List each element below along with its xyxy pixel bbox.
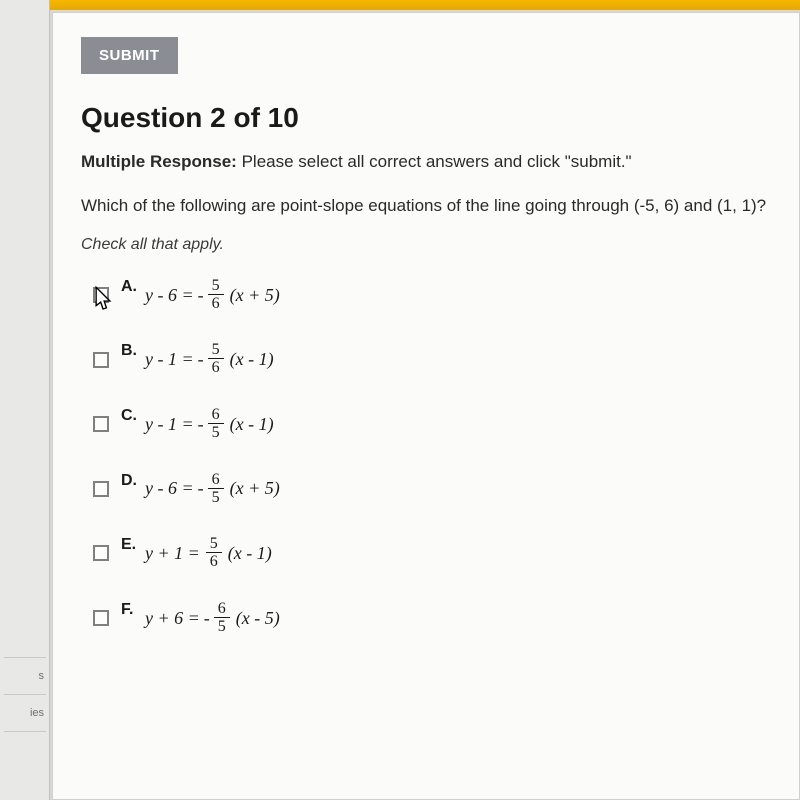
- equation-fraction: 56: [208, 278, 224, 313]
- fraction-numerator: 6: [208, 407, 224, 424]
- equation-lhs: y - 1 =: [145, 349, 194, 370]
- equation-lhs: y + 1 =: [145, 543, 200, 564]
- fraction-denominator: 6: [206, 553, 222, 571]
- sidebar-divider: [4, 694, 46, 695]
- equation-rhs: (x + 5): [230, 478, 280, 499]
- equation-sign: -: [198, 478, 204, 499]
- equation-rhs: (x - 5): [236, 608, 280, 629]
- fraction-denominator: 6: [208, 295, 224, 313]
- option-equation: y - 6 =-56 (x + 5): [145, 278, 280, 313]
- fraction-numerator: 5: [208, 278, 224, 295]
- option-letter: B.: [121, 342, 145, 360]
- fraction-denominator: 5: [208, 489, 224, 507]
- equation-sign: -: [198, 414, 204, 435]
- top-accent-bar: [50, 0, 800, 10]
- sidebar-divider: [4, 657, 46, 658]
- fraction-denominator: 6: [208, 359, 224, 377]
- option-letter: D.: [121, 472, 145, 490]
- option-equation: y + 6 =-65 (x - 5): [145, 601, 280, 636]
- sidebar-item-label[interactable]: s: [0, 666, 50, 686]
- equation-lhs: y - 6 =: [145, 285, 194, 306]
- option-equation: y - 1 =-56 (x - 1): [145, 342, 274, 377]
- equation-lhs: y - 6 =: [145, 478, 194, 499]
- question-panel: SUBMIT Question 2 of 10 Multiple Respons…: [52, 12, 800, 800]
- equation-sign: -: [198, 285, 204, 306]
- option-letter: A.: [121, 278, 145, 296]
- equation-fraction: 56: [208, 342, 224, 377]
- equation-rhs: (x - 1): [230, 414, 274, 435]
- question-title: Question 2 of 10: [81, 102, 771, 134]
- sidebar-item-label[interactable]: ies: [0, 703, 50, 723]
- fraction-denominator: 5: [208, 424, 224, 442]
- equation-fraction: 65: [208, 407, 224, 442]
- equation-fraction: 65: [208, 472, 224, 507]
- question-text: Which of the following are point-slope e…: [81, 194, 771, 218]
- option-equation: y - 1 =-65 (x - 1): [145, 407, 274, 442]
- question-instructions: Multiple Response: Please select all cor…: [81, 152, 771, 172]
- option-checkbox[interactable]: [93, 610, 109, 626]
- option-letter: E.: [121, 536, 145, 554]
- option-row[interactable]: F.y + 6 =-65 (x - 5): [93, 601, 771, 636]
- fraction-numerator: 5: [208, 342, 224, 359]
- question-type-label: Multiple Response:: [81, 152, 237, 171]
- sidebar-items: s ies: [0, 649, 50, 740]
- fraction-numerator: 6: [214, 601, 230, 618]
- equation-lhs: y - 1 =: [145, 414, 194, 435]
- option-letter: F.: [121, 601, 145, 619]
- option-row[interactable]: B.y - 1 =-56 (x - 1): [93, 342, 771, 377]
- option-checkbox[interactable]: [93, 416, 109, 432]
- option-checkbox[interactable]: [93, 287, 109, 303]
- option-checkbox[interactable]: [93, 352, 109, 368]
- equation-fraction: 56: [206, 536, 222, 571]
- equation-rhs: (x - 1): [228, 543, 272, 564]
- sidebar-divider: [4, 731, 46, 732]
- equation-sign: -: [204, 608, 210, 629]
- option-row[interactable]: A.y - 6 =-56 (x + 5): [93, 278, 771, 313]
- option-equation: y + 1 = 56 (x - 1): [145, 536, 272, 571]
- options-list: A.y - 6 =-56(x + 5)B.y - 1 =-56(x - 1)C.…: [81, 278, 771, 636]
- equation-rhs: (x - 1): [230, 349, 274, 370]
- pointer-cursor-icon: [89, 285, 117, 317]
- option-equation: y - 6 =-65 (x + 5): [145, 472, 280, 507]
- check-all-label: Check all that apply.: [81, 236, 771, 254]
- equation-fraction: 65: [214, 601, 230, 636]
- option-row[interactable]: C.y - 1 =-65 (x - 1): [93, 407, 771, 442]
- equation-lhs: y + 6 =: [145, 608, 200, 629]
- option-row[interactable]: E.y + 1 = 56 (x - 1): [93, 536, 771, 571]
- sidebar: s ies: [0, 0, 50, 800]
- fraction-numerator: 5: [206, 536, 222, 553]
- question-type-instruction: Please select all correct answers and cl…: [242, 152, 632, 171]
- option-letter: C.: [121, 407, 145, 425]
- equation-sign: -: [198, 349, 204, 370]
- option-row[interactable]: D.y - 6 =-65 (x + 5): [93, 472, 771, 507]
- equation-rhs: (x + 5): [230, 285, 280, 306]
- option-checkbox[interactable]: [93, 481, 109, 497]
- option-checkbox[interactable]: [93, 545, 109, 561]
- fraction-numerator: 6: [208, 472, 224, 489]
- fraction-denominator: 5: [214, 618, 230, 636]
- submit-button[interactable]: SUBMIT: [81, 37, 178, 74]
